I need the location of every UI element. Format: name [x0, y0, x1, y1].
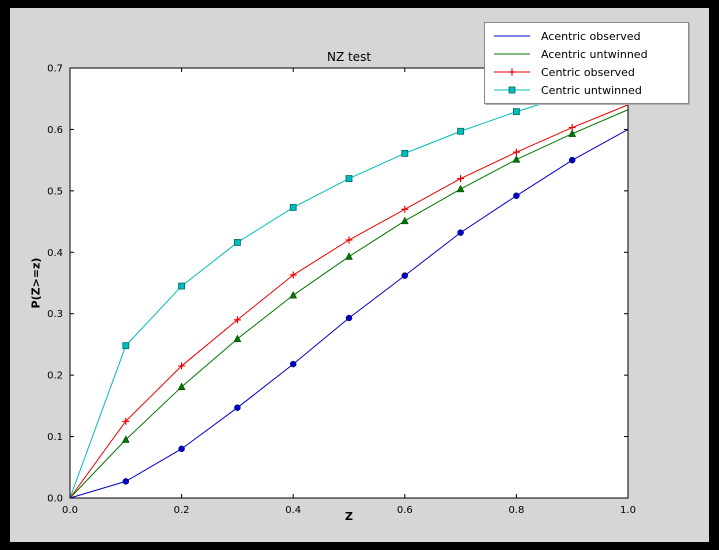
- series-markers: [122, 156, 576, 485]
- x-tick-label: 0.0: [62, 505, 78, 516]
- y-tick-label: 0.4: [47, 248, 63, 259]
- y-tick-label: 0.3: [47, 309, 63, 320]
- chart-title: NZ test: [326, 50, 372, 64]
- legend-entry: Centric untwinned: [491, 81, 682, 99]
- x-tick-label: 1.0: [620, 505, 636, 516]
- legend-line-sample: [494, 35, 530, 37]
- legend-line-sample: [494, 86, 530, 94]
- legend-entry: Acentric untwinned: [491, 45, 682, 63]
- legend-line-sample: [494, 68, 530, 76]
- y-tick-label: 0.7: [47, 64, 63, 75]
- legend-label: Acentric untwinned: [541, 47, 648, 61]
- legend-label: Centric observed: [541, 65, 635, 79]
- y-tick-label: 0.1: [47, 432, 63, 443]
- y-tick-label: 0.6: [47, 125, 63, 136]
- y-tick-label: 0.0: [47, 494, 63, 505]
- legend-line-sample: [494, 53, 530, 55]
- x-tick-label: 0.2: [174, 505, 190, 516]
- y-axis-label: P(Z>=z): [29, 257, 43, 309]
- legend-entry: Acentric observed: [491, 27, 682, 45]
- legend-entry: Centric observed: [491, 63, 682, 81]
- legend: Acentric observed Acentric untwinned Centr…: [484, 22, 689, 104]
- legend-label: Centric untwinned: [541, 83, 642, 97]
- plot-area: 0.0 0.2 0.4 0.6 0.8 1.0 0.0 0.1 0.2 0.3 0.4 0.5 0.6 0…: [47, 64, 636, 517]
- x-tick-label: 0.6: [397, 505, 413, 516]
- y-tick-label: 0.2: [47, 371, 63, 382]
- x-tick-label: 0.4: [285, 505, 301, 516]
- x-axis-label: Z: [345, 510, 353, 523]
- legend-label: Acentric observed: [541, 29, 641, 43]
- series-markers: [122, 124, 576, 425]
- y-tick-label: 0.5: [47, 186, 63, 197]
- series-markers: [121, 129, 577, 443]
- figure-canvas: 0.0 0.2 0.4 0.6 0.8 1.0 0.0 0.1 0.2 0.3 0.4 0.5 0.6 0…: [10, 8, 709, 542]
- x-tick-label: 0.8: [508, 505, 524, 516]
